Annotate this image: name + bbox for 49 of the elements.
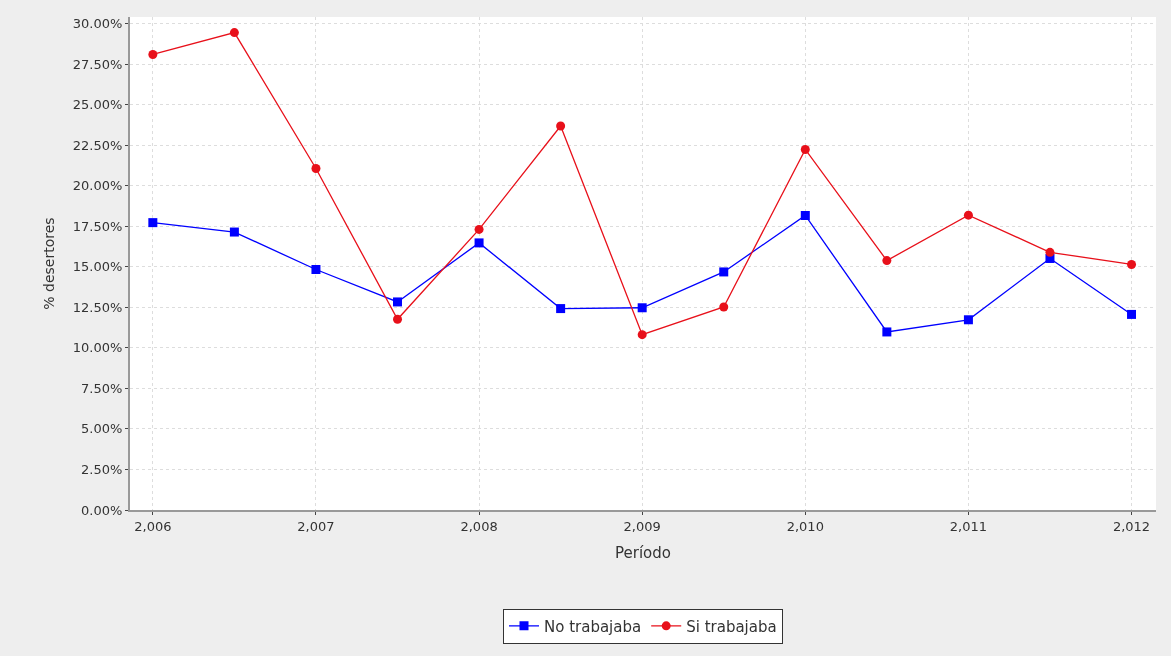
point (229, 227, 239, 237)
point (637, 303, 647, 313)
point (963, 210, 973, 220)
y-tick-label: 20.00% (72, 178, 123, 194)
point (311, 163, 321, 173)
point (311, 265, 321, 274)
y-tick-label: 25.00% (72, 97, 123, 113)
point (719, 267, 729, 277)
legend-label: No trabajaba (544, 617, 642, 636)
point (1127, 309, 1137, 319)
y-tick-label: 17.50% (72, 218, 123, 234)
y-tick-label: 27.50% (72, 56, 123, 72)
point (556, 304, 566, 314)
x-tick-label: 2,012 (1112, 518, 1151, 534)
point (800, 144, 810, 154)
legend-label: Si trabajaba (686, 617, 777, 636)
point (719, 302, 729, 312)
y-tick-label: 15.00% (72, 259, 123, 275)
point (882, 327, 892, 337)
x-tick-label: 2,006 (134, 518, 172, 534)
point (474, 238, 484, 248)
x-tick-label: 2,010 (786, 518, 824, 534)
point (393, 297, 403, 307)
point (882, 256, 892, 266)
y-tick-label: 0.00% (81, 502, 123, 518)
point (963, 315, 973, 325)
x-tick-label: 2,009 (623, 518, 661, 534)
y-tick-label: 5.00% (81, 421, 123, 437)
point (800, 211, 810, 220)
point (637, 330, 647, 340)
point (1127, 259, 1137, 269)
x-tick-label: 2,007 (297, 518, 335, 534)
y-axis-title: % desertores (40, 217, 57, 310)
point (1045, 247, 1055, 257)
point (556, 121, 566, 131)
point (148, 49, 158, 59)
y-tick-label: 12.50% (72, 299, 123, 315)
x-tick-label: 2,011 (949, 518, 988, 534)
point (474, 224, 484, 234)
point (393, 314, 403, 324)
y-tick-label: 30.00% (72, 16, 123, 32)
x-tick-label: 2,008 (460, 518, 498, 534)
y-tick-label: 22.50% (72, 137, 123, 153)
point (148, 218, 158, 228)
y-tick-label: 2.50% (81, 462, 123, 478)
x-axis-title: Período (615, 544, 671, 563)
point (229, 28, 239, 38)
y-tick-label: 7.50% (81, 380, 123, 396)
y-tick-label: 10.00% (72, 340, 123, 356)
